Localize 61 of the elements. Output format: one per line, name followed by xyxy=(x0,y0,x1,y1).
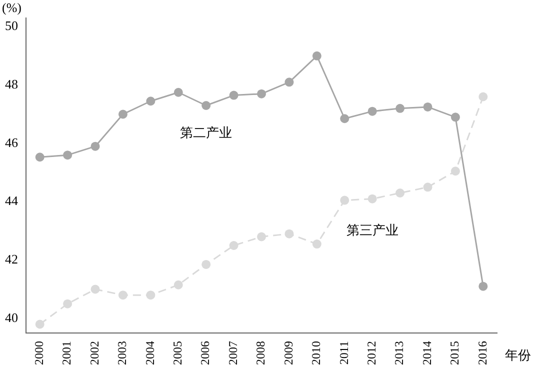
x-tick-label: 2011 xyxy=(336,341,351,365)
point xyxy=(63,150,72,160)
point xyxy=(146,96,156,106)
x-tick-label: 2004 xyxy=(142,341,157,365)
series-label: 第二产业 xyxy=(180,124,232,140)
x-tick-label: 2003 xyxy=(115,341,130,365)
point xyxy=(257,232,266,242)
x-tick-label: 2007 xyxy=(226,341,240,365)
point xyxy=(423,182,432,192)
point xyxy=(368,194,377,204)
point xyxy=(202,260,211,269)
point xyxy=(118,290,128,300)
x-tick-label: 2005 xyxy=(170,341,185,365)
point xyxy=(450,112,460,122)
point xyxy=(340,114,350,124)
point xyxy=(35,320,44,329)
y-tick-label: 42 xyxy=(5,252,18,267)
point xyxy=(174,280,183,290)
point xyxy=(284,229,294,238)
x-tick-label: 2010 xyxy=(309,341,324,365)
point xyxy=(90,284,100,294)
point xyxy=(423,102,432,112)
point xyxy=(396,104,405,113)
point xyxy=(284,78,294,87)
point xyxy=(257,89,266,98)
point xyxy=(312,240,322,249)
point xyxy=(478,282,488,291)
x-tick-label: 2009 xyxy=(281,341,296,365)
y-tick-label: 48 xyxy=(5,76,18,92)
x-tick-label: 2000 xyxy=(32,341,46,365)
x-tick-label: 2016 xyxy=(475,341,490,365)
x-tick-label: 2001 xyxy=(60,341,74,365)
x-tick-label: 2015 xyxy=(448,341,462,365)
y-tick-label: 50 xyxy=(5,18,18,34)
x-tick-label: 2006 xyxy=(198,341,212,365)
x-tick-label: 2012 xyxy=(364,341,378,365)
point xyxy=(63,299,72,308)
x-tick-label: 2002 xyxy=(87,341,102,365)
point xyxy=(202,101,211,110)
point xyxy=(312,51,322,60)
series-label: 第三产业 xyxy=(346,222,398,238)
point xyxy=(396,188,405,198)
x-tick-label: 2013 xyxy=(392,341,406,365)
point xyxy=(118,110,128,119)
point xyxy=(450,166,460,176)
point xyxy=(174,88,183,97)
point xyxy=(90,142,100,151)
point xyxy=(229,241,238,250)
point xyxy=(35,152,44,162)
y-axis-title: (%) xyxy=(2,0,22,15)
point xyxy=(146,290,156,300)
point xyxy=(340,196,350,205)
point xyxy=(478,92,488,102)
x-tick-label: 2008 xyxy=(254,341,268,365)
y-tick-label: 46 xyxy=(5,134,18,150)
y-tick-label: 40 xyxy=(5,310,18,325)
point xyxy=(229,90,238,100)
x-tick-label: 2014 xyxy=(420,341,434,365)
x-axis-title: 年份 xyxy=(505,347,531,362)
y-tick-label: 44 xyxy=(5,193,18,208)
point xyxy=(368,106,377,116)
